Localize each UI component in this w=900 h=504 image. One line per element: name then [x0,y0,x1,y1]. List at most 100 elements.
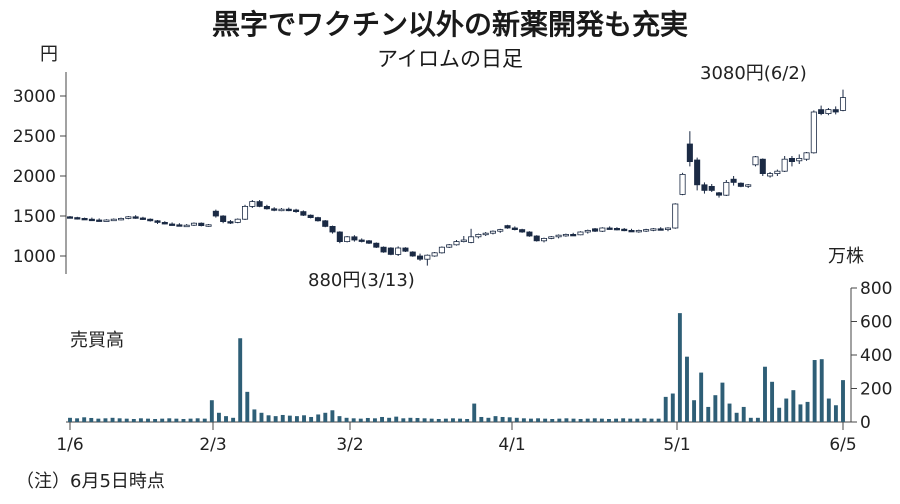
candle-body [293,209,300,212]
volume-bar [309,416,314,422]
candle [300,210,307,216]
candle-body [431,252,438,257]
volume-y-tick-label: 800 [860,279,892,299]
candle-body [628,229,635,233]
candle-body [176,224,183,227]
candle [438,246,445,254]
candle [387,247,394,256]
volume-bar [521,418,526,422]
volume-bar [96,418,101,422]
volume-bar [358,418,363,422]
x-tick-label: 3/2 [336,435,363,455]
candle-body [562,233,569,237]
candle [606,226,613,230]
volume-bar [763,366,767,422]
candle-body [723,181,730,196]
candle-body [278,208,285,212]
candle [526,231,533,237]
volume-bar [720,382,725,422]
candle-body [716,192,723,196]
candle [176,223,183,227]
candle [832,106,839,115]
candle [395,246,402,256]
volume-bar [202,418,207,422]
price-y-tick-label: 1500 [13,207,56,227]
candle-body [672,203,679,229]
volume-bar [131,418,136,422]
candle [628,228,635,233]
volume-bar [472,403,477,422]
candle-body [409,251,416,257]
candle-body [154,220,161,223]
volume-bar [365,417,370,422]
candle-body [205,224,212,227]
candle [314,216,321,222]
volume-y-tick-label: 0 [860,413,871,433]
candle [373,242,380,248]
volume-bar [422,418,427,422]
volume-bars [68,313,845,422]
volume-bar [656,418,661,422]
candle-body [88,218,95,222]
candle-body [577,231,584,236]
candle [694,157,701,191]
price-axis-unit: 円 [40,44,58,65]
volume-bar [571,418,576,422]
volume-bar [394,416,399,422]
candle-body [621,228,628,232]
candle [686,131,693,167]
candle [241,204,249,220]
candle [657,227,664,231]
candle-body [96,219,103,222]
x-tick-label: 6/5 [829,435,856,455]
candle-body [271,208,278,211]
volume-bar [153,418,158,422]
candle-body [497,229,504,232]
candle [154,220,161,224]
chart-title: 黒字でワクチン以外の新薬開発も充実 [212,8,688,41]
volume-bar [529,418,533,422]
candle [198,222,205,227]
candle-body [322,220,329,227]
candle-body [125,216,132,219]
volume-bar [167,418,172,422]
volume-bar [429,418,434,422]
volume-bar [195,418,200,422]
candle [212,209,219,218]
candle-body [183,224,190,228]
candle-body [468,236,475,243]
volume-bar [415,417,420,422]
candle-body [103,219,110,222]
candle-body [438,246,445,254]
candle [664,227,672,232]
candle-body [118,217,125,221]
volume-bar [181,418,186,422]
candle-body [796,157,803,162]
volume-bar [635,418,640,422]
candle [161,221,168,225]
candle [103,219,110,222]
candle-body [548,236,555,239]
candle [643,228,650,232]
candle [810,110,817,154]
volume-bar [734,412,739,422]
volume-bar [663,396,668,422]
volume-bar [685,356,689,422]
candle-body [190,222,197,226]
volume-y-tick-label: 400 [860,346,892,366]
candle [431,252,438,257]
candlesticks [66,89,847,266]
volume-bar [188,418,193,422]
candle [322,220,329,228]
volume-bar [238,338,243,422]
candle [329,225,336,234]
volume-bar [287,415,292,422]
candle [468,228,475,244]
volume-bar [443,418,448,422]
candle-body [592,228,599,232]
candle-body [241,205,249,220]
candle [533,235,540,242]
volume-bar [677,313,682,422]
volume-bar [458,418,462,422]
candle [555,234,562,239]
